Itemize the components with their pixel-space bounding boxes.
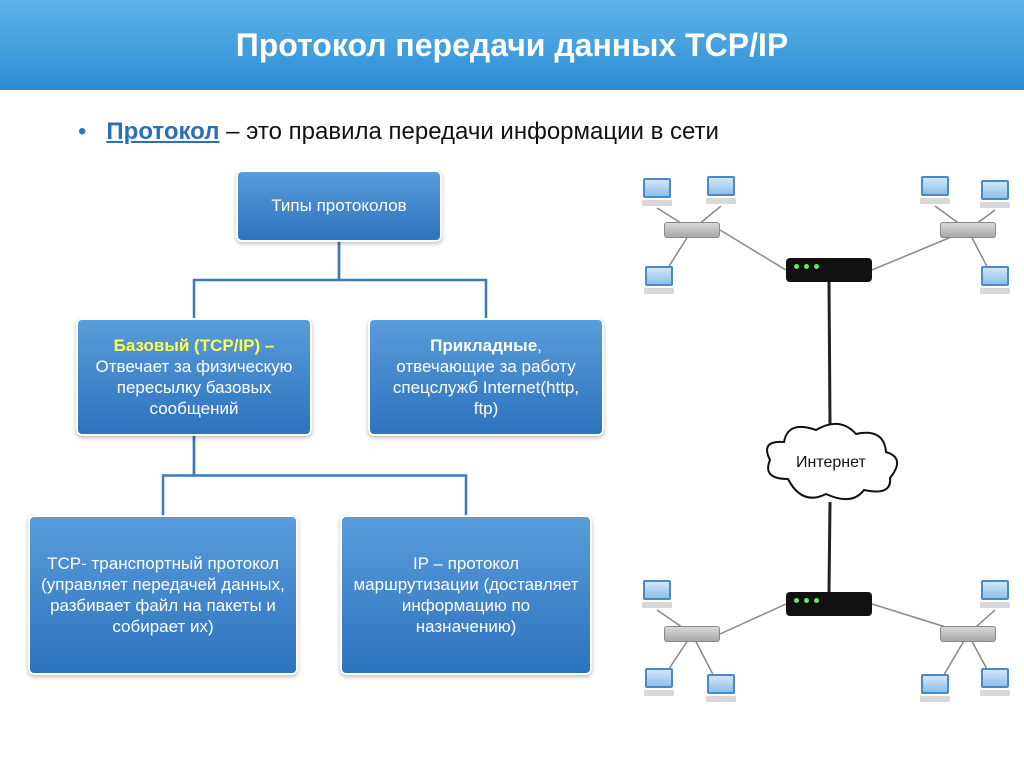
pc-p1 (640, 178, 674, 210)
router-r2 (786, 592, 872, 616)
hub-h1 (664, 222, 720, 238)
definition-term: Протокол (106, 118, 219, 145)
hub-h3 (664, 626, 720, 642)
pc-p6 (978, 266, 1012, 298)
pc-p7 (640, 580, 674, 612)
router-r1 (786, 258, 872, 282)
pc-p12 (978, 580, 1012, 612)
definition-line: • Протокол – это правила передачи информ… (78, 118, 1024, 146)
protocol-tree: Типы протоколов Базовый (TCP/IP) –Отвечае… (20, 170, 640, 750)
slide-header: Протокол передачи данных TCP/IP (0, 0, 1024, 90)
pc-p11 (978, 668, 1012, 700)
hub-h2 (940, 222, 996, 238)
pc-p2 (704, 176, 738, 208)
tree-node-root: Типы протоколов (236, 170, 442, 242)
pc-p8 (642, 668, 676, 700)
hub-h4 (940, 626, 996, 642)
tree-node-base: Базовый (TCP/IP) –Отвечает за физическую… (76, 318, 312, 436)
tree-node-tcp: TCP- транспортный протокол (управляет пе… (28, 515, 298, 675)
pc-p4 (918, 176, 952, 208)
pc-p10 (918, 674, 952, 706)
slide-title: Протокол передачи данных TCP/IP (236, 27, 788, 64)
tree-node-ip: IP – протокол маршрутизации (доставляет … (340, 515, 592, 675)
pc-p3 (642, 266, 676, 298)
pc-p9 (704, 674, 738, 706)
definition-text: – это правила передачи информации в сети (226, 118, 719, 145)
cloud-label: Интернет (796, 454, 866, 472)
bullet-icon: • (78, 118, 86, 146)
network-diagram: Интернет (640, 174, 1010, 724)
pc-p5 (978, 180, 1012, 212)
tree-node-app: Прикладные, отвечающие за работу спецслу… (368, 318, 604, 436)
